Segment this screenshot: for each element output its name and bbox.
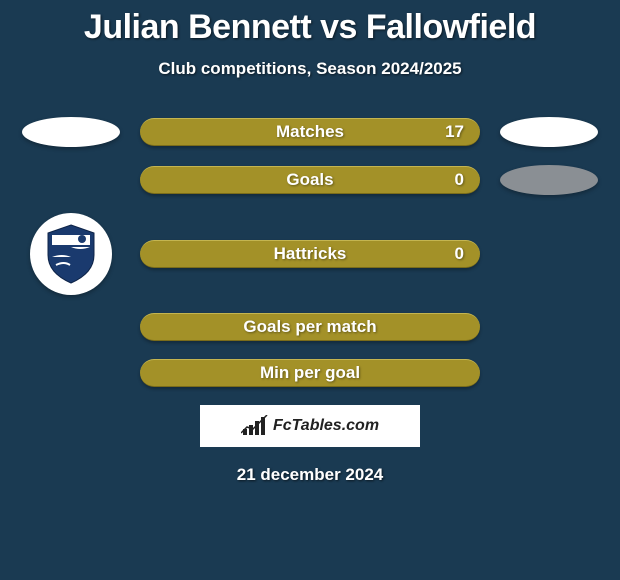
stat-value: 0 xyxy=(455,244,464,264)
season-subtitle: Club competitions, Season 2024/2025 xyxy=(0,59,620,79)
stat-row-hattricks: Hattricks 0 xyxy=(0,213,620,295)
stat-bar-matches: Matches 17 xyxy=(140,118,480,146)
club-crest xyxy=(30,213,112,295)
stat-row-matches: Matches 17 xyxy=(0,117,620,147)
stat-row-mpg: Min per goal xyxy=(0,359,620,387)
bar-chart-icon xyxy=(241,415,269,437)
stat-bar-mpg: Min per goal xyxy=(140,359,480,387)
stat-row-gpm: Goals per match xyxy=(0,313,620,341)
shield-icon xyxy=(38,221,104,287)
club-crest-wrapper xyxy=(22,213,120,295)
player-left-marker xyxy=(22,117,120,147)
brand-footer[interactable]: FcTables.com xyxy=(200,405,420,447)
player-right-marker-secondary xyxy=(500,165,598,195)
stat-row-goals: Goals 0 xyxy=(0,165,620,195)
player-right-marker xyxy=(500,117,598,147)
stat-label: Goals xyxy=(286,170,333,190)
date-label: 21 december 2024 xyxy=(0,465,620,485)
stat-bar-hattricks: Hattricks 0 xyxy=(140,240,480,268)
page-title: Julian Bennett vs Fallowfield xyxy=(0,8,620,47)
stat-bar-gpm: Goals per match xyxy=(140,313,480,341)
stat-label: Hattricks xyxy=(274,244,347,264)
stat-value: 0 xyxy=(455,170,464,190)
stat-label: Matches xyxy=(276,122,344,142)
brand-name: FcTables.com xyxy=(273,417,379,435)
stat-bar-goals: Goals 0 xyxy=(140,166,480,194)
stat-label: Goals per match xyxy=(243,317,376,337)
comparison-widget: Julian Bennett vs Fallowfield Club compe… xyxy=(0,0,620,485)
stat-label: Min per goal xyxy=(260,363,360,383)
stat-value: 17 xyxy=(445,122,464,142)
